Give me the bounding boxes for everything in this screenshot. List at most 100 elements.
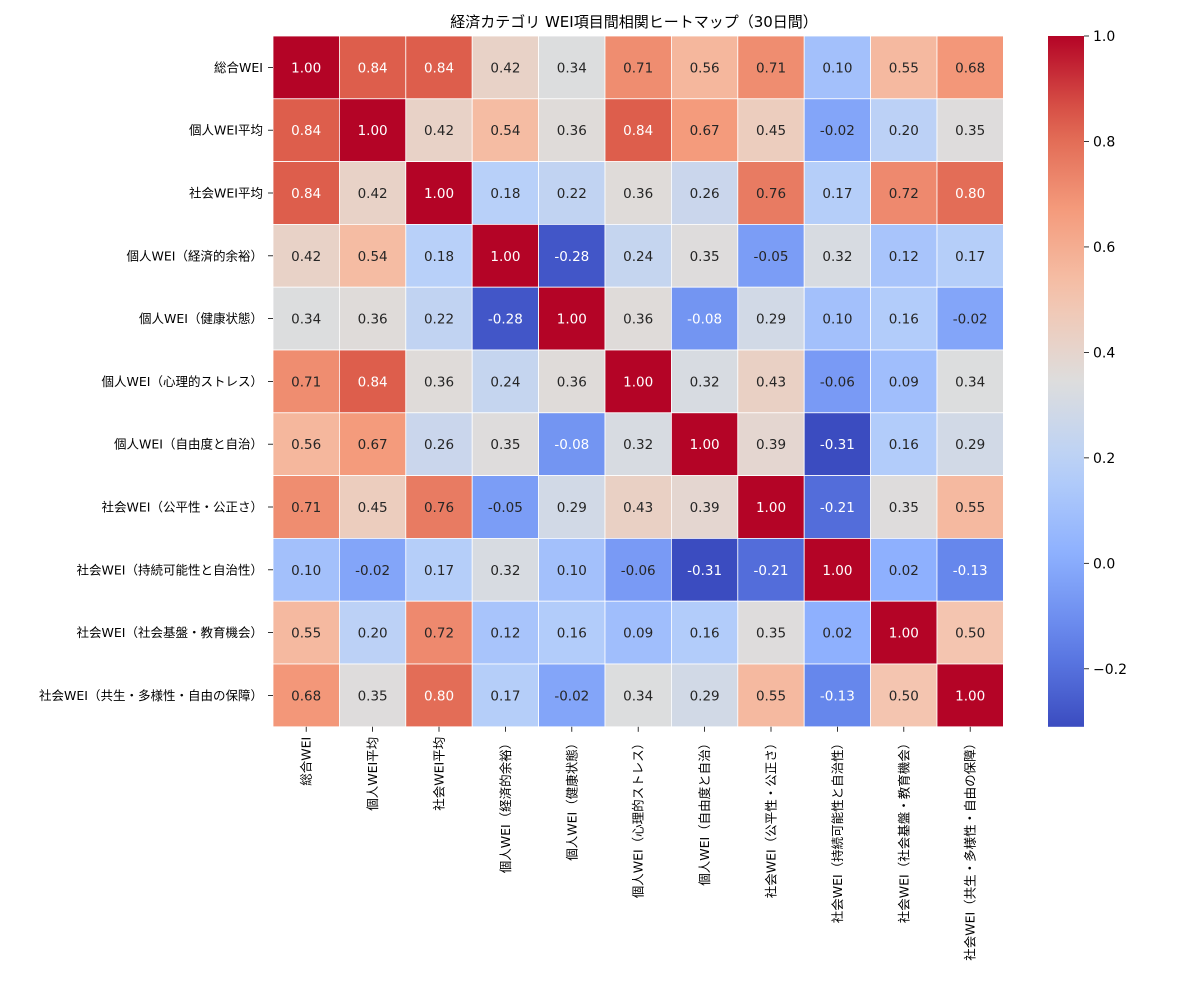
column-label: 総合WEI: [299, 737, 314, 786]
heatmap-cell: [471, 475, 540, 539]
heatmap-cell: [604, 223, 672, 288]
cell-value-label: 0.84: [291, 123, 321, 139]
column-label: 個人WEI（心理的ストレス）: [631, 737, 646, 898]
cell-value-label: -0.28: [554, 249, 589, 265]
cell-value-label: -0.28: [488, 312, 523, 328]
cell-value-label: 0.39: [690, 500, 720, 516]
colorbar-tick-label: −0.2: [1093, 662, 1127, 678]
cell-value-label: 0.50: [889, 688, 919, 704]
cell-value-label: 0.71: [756, 60, 786, 76]
column-label: 社会WEI（持続可能性と自治性）: [830, 737, 845, 923]
heatmap-cell: [272, 663, 340, 728]
heatmap-cell: [538, 663, 606, 728]
cell-value-label: 0.16: [690, 626, 720, 642]
cell-value-label: 0.20: [889, 123, 919, 139]
cell-value-label: 1.00: [955, 688, 985, 704]
cell-value-label: 0.20: [358, 626, 388, 642]
cell-value-label: 0.84: [358, 60, 388, 76]
cell-value-label: 1.00: [623, 374, 653, 390]
cell-value-label: 1.00: [889, 626, 919, 642]
heatmap-cell: [936, 475, 1004, 539]
heatmap-cell: [604, 35, 672, 100]
cell-value-label: 1.00: [822, 563, 852, 579]
cell-value-label: 0.32: [623, 437, 653, 453]
cell-value-label: 0.10: [822, 60, 852, 76]
heatmap-cell: [803, 412, 872, 476]
heatmap-cell: [737, 412, 805, 476]
heatmap-cell: [870, 286, 938, 351]
cell-value-label: 0.10: [822, 312, 852, 328]
cell-value-label: 0.36: [557, 374, 587, 390]
row-label: 個人WEI平均: [189, 123, 263, 138]
heatmap-cell: [272, 538, 340, 602]
heatmap-cell: [471, 600, 540, 665]
cell-value-label: 0.22: [557, 186, 587, 202]
heatmap-cell: [272, 98, 340, 163]
cell-value-label: 0.67: [690, 123, 720, 139]
cell-value-label: 0.42: [358, 186, 388, 202]
cell-value-label: 0.71: [623, 60, 653, 76]
cell-value-label: 0.39: [756, 437, 786, 453]
row-label: 個人WEI（経済的余裕）: [127, 248, 263, 263]
heatmap-cell: [604, 161, 672, 225]
column-label: 個人WEI（自由度と自治）: [697, 737, 712, 886]
cell-value-label: 0.76: [756, 186, 786, 202]
cell-value-label: 0.17: [424, 563, 454, 579]
heatmap-cell: [936, 286, 1004, 351]
cell-value-label: 0.10: [557, 563, 587, 579]
cell-value-label: -0.06: [621, 563, 656, 579]
cell-value-label: 0.45: [756, 123, 786, 139]
heatmap-cell: [737, 475, 805, 539]
cell-value-label: 0.32: [822, 249, 852, 265]
heatmap-cell: [338, 412, 407, 476]
cell-value-label: -0.08: [687, 312, 722, 328]
heatmap-cell: [538, 475, 606, 539]
heatmap-cell: [538, 223, 606, 288]
cell-value-label: 0.29: [557, 500, 587, 516]
cell-value-label: 0.42: [424, 123, 454, 139]
heatmap-cell: [737, 538, 805, 602]
cell-value-label: 0.84: [424, 60, 454, 76]
row-label: 社会WEI（公平性・公正さ）: [102, 500, 263, 515]
heatmap-cell: [272, 35, 340, 100]
heatmap-cell: [272, 349, 340, 414]
heatmap-cell: [604, 538, 672, 602]
heatmap-cell: [272, 412, 340, 476]
cell-value-label: 0.45: [358, 500, 388, 516]
heatmap-cell: [803, 600, 872, 665]
colorbar-tick-label: 0.2: [1093, 451, 1115, 467]
cell-value-label: -0.08: [554, 437, 589, 453]
cell-value-label: 0.80: [424, 688, 454, 704]
heatmap-cell: [272, 161, 340, 225]
heatmap-cell: [803, 223, 872, 288]
cell-value-label: -0.21: [754, 563, 789, 579]
cell-value-label: 0.09: [623, 626, 653, 642]
heatmap-cell: [604, 475, 672, 539]
cell-value-label: 0.02: [889, 563, 919, 579]
heatmap-cell: [870, 412, 938, 476]
heatmap-cell: [405, 286, 473, 351]
cell-value-label: 0.09: [889, 374, 919, 390]
heatmap-cell: [538, 286, 606, 351]
heatmap-cell: [870, 538, 938, 602]
cell-value-label: 0.50: [955, 626, 985, 642]
cell-value-label: 0.29: [955, 437, 985, 453]
column-label: 社会WEI平均: [432, 737, 447, 811]
heatmap-cell: [405, 600, 473, 665]
cell-value-label: 0.71: [291, 500, 321, 516]
cell-value-label: 0.35: [889, 500, 919, 516]
cell-value-label: 0.18: [490, 186, 520, 202]
cell-value-label: 0.10: [291, 563, 321, 579]
cell-value-label: 0.84: [291, 186, 321, 202]
row-label: 社会WEI（社会基盤・教育機会）: [77, 625, 263, 640]
cell-value-label: 1.00: [358, 123, 388, 139]
cell-value-label: 0.36: [424, 374, 454, 390]
heatmap-cell: [604, 663, 672, 728]
heatmap-cell: [936, 663, 1004, 728]
column-label: 個人WEI平均: [365, 737, 380, 811]
cell-value-label: 0.35: [490, 437, 520, 453]
heatmap-cell: [405, 35, 473, 100]
heatmap-cell: [405, 663, 473, 728]
cell-value-label: 0.55: [756, 688, 786, 704]
